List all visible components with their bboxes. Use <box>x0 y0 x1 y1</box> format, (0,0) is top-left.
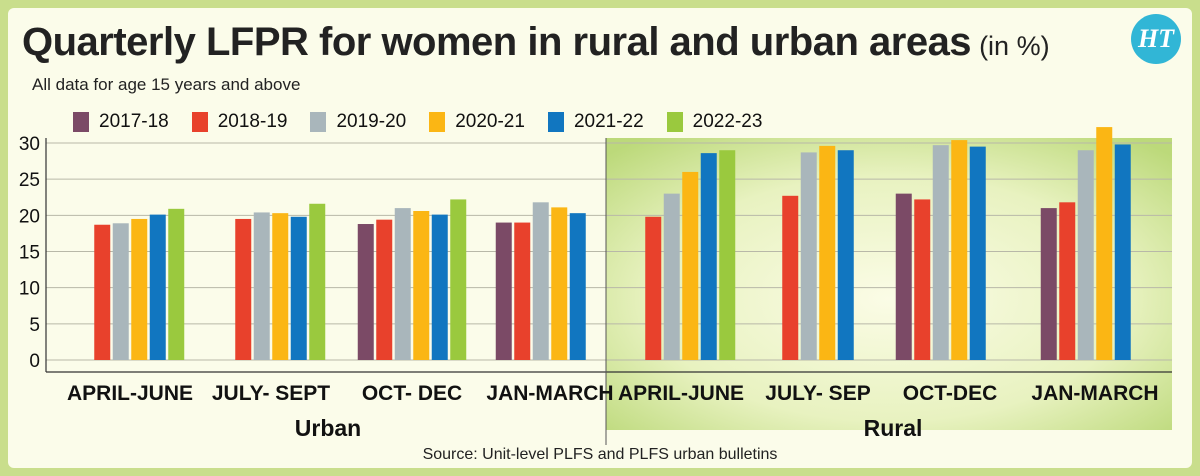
bar <box>1114 144 1131 360</box>
x-tick-label: APRIL-JUNE <box>67 382 193 405</box>
bar <box>253 212 270 360</box>
bar <box>800 152 817 360</box>
group-label: Rural <box>864 415 923 441</box>
bar <box>376 219 393 360</box>
bar <box>309 203 326 360</box>
bar <box>94 224 111 360</box>
bar <box>819 145 836 360</box>
bar <box>1096 127 1113 360</box>
legend-item: 2021-22 <box>547 111 644 133</box>
legend-item: 2018-19 <box>191 111 288 133</box>
y-tick-label: 0 <box>29 351 40 372</box>
bar <box>663 193 680 360</box>
bar <box>112 223 129 360</box>
bar <box>131 218 148 360</box>
legend-item: 2019-20 <box>310 111 406 133</box>
legend-swatch <box>191 112 208 132</box>
bar <box>719 150 736 360</box>
bar <box>682 171 699 360</box>
chart-title: Quarterly LFPR for women in rural and ur… <box>22 20 972 64</box>
x-tick-label: APRIL-JUNE <box>618 382 744 405</box>
group-label: Urban <box>295 415 361 441</box>
legend-label: 2021-22 <box>573 111 644 132</box>
bar <box>431 214 448 360</box>
rural-background <box>606 138 1172 430</box>
bar <box>932 145 949 360</box>
bar <box>645 216 662 360</box>
bar <box>168 208 185 360</box>
bar <box>969 146 986 360</box>
y-tick-label: 20 <box>19 206 40 227</box>
y-tick-label: 30 <box>19 134 40 155</box>
x-tick-label: JULY- SEPT <box>212 382 330 405</box>
bar <box>837 150 854 360</box>
legend-swatch <box>666 112 683 132</box>
y-tick-label: 5 <box>29 315 40 336</box>
bar <box>1077 150 1094 360</box>
ht-logo: HT <box>1131 14 1181 64</box>
legend-label: 2017-18 <box>99 111 169 132</box>
x-tick-label: JAN-MARCH <box>486 382 613 405</box>
bar <box>357 224 374 360</box>
x-tick-label: OCT- DEC <box>362 382 462 405</box>
legend-swatch <box>429 112 446 132</box>
legend: 2017-18 2018-19 2019-20 2020-21 2021-22 2022-… <box>73 110 785 134</box>
y-tick-label: 25 <box>19 170 40 191</box>
bar <box>1040 208 1057 360</box>
bar <box>394 208 411 360</box>
bar <box>495 222 512 360</box>
x-tick-label: JAN-MARCH <box>1031 382 1158 405</box>
bar <box>514 222 531 360</box>
chart-subtitle: All data for age 15 years and above <box>32 75 301 94</box>
x-tick-label: JULY- SEP <box>765 382 870 405</box>
bar <box>235 218 252 360</box>
legend-swatch <box>310 112 327 132</box>
bar <box>951 140 968 360</box>
y-tick-label: 15 <box>19 243 40 264</box>
bar <box>569 213 586 360</box>
bar <box>272 213 289 360</box>
x-tick-label: OCT-DEC <box>903 382 998 405</box>
bar <box>149 214 166 360</box>
bar <box>782 195 799 360</box>
y-tick-label: 10 <box>19 279 40 300</box>
legend-swatch <box>73 112 89 132</box>
bar <box>290 216 307 360</box>
legend-item: 2022-23 <box>666 111 763 133</box>
chart-title-unit: (in %) <box>979 31 1050 61</box>
bar <box>551 207 568 360</box>
bar <box>914 199 931 360</box>
bar <box>700 153 717 360</box>
bar <box>895 193 912 360</box>
legend-label: 2022-23 <box>692 111 763 132</box>
legend-label: 2018-19 <box>217 111 288 132</box>
bar <box>1059 202 1076 360</box>
legend-item: 2017-18 <box>73 111 169 133</box>
source-note: Source: Unit-level PLFS and PLFS urban b… <box>422 446 778 463</box>
legend-label: 2019-20 <box>336 111 407 132</box>
bar <box>532 202 549 360</box>
chart-title-block: Quarterly LFPR for women in rural and ur… <box>22 20 1050 65</box>
legend-label: 2020-21 <box>455 111 525 132</box>
legend-item: 2020-21 <box>429 111 525 133</box>
bar <box>450 199 467 360</box>
legend-swatch <box>547 112 564 132</box>
bar <box>413 210 430 360</box>
